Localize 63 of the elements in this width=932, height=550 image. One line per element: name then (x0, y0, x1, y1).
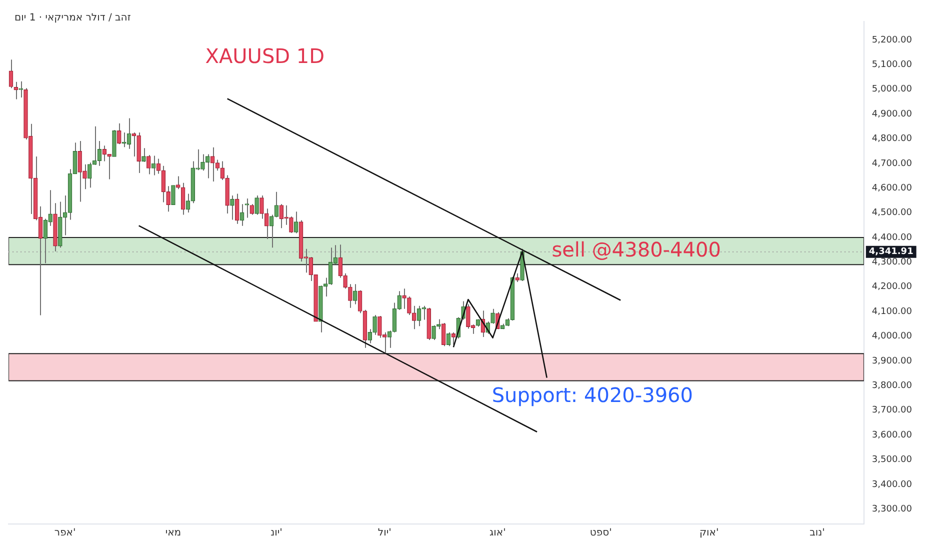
candlestick (176, 176, 180, 190)
candlestick (151, 155, 156, 176)
x-tick-label: יול' (378, 528, 392, 539)
y-tick-label: 5,200.00 (872, 35, 912, 46)
y-tick-label: 4,200.00 (872, 282, 912, 292)
candlestick (230, 195, 234, 220)
x-tick-label: אפר' (54, 528, 76, 539)
x-tick-label: ספט' (590, 528, 612, 539)
y-tick-label: 3,800.00 (872, 381, 912, 392)
y-tick-label: 4,300.00 (872, 258, 912, 268)
candlestick (142, 148, 146, 162)
candlestick (8, 59, 14, 89)
ref-line-label: 4,341.91 (868, 247, 914, 258)
x-tick-label: אוק' (699, 528, 719, 539)
candlestick (294, 211, 298, 234)
candlestick (186, 193, 190, 214)
y-tick-label: 3,700.00 (872, 406, 912, 416)
band-label: sell @4380-4400 (552, 237, 721, 262)
x-tick-label: יונ' (270, 528, 282, 539)
y-tick-label: 4,900.00 (872, 109, 912, 120)
y-tick-label: 4,100.00 (872, 306, 912, 317)
y-tick-label: 3,400.00 (872, 480, 912, 490)
y-tick-label: 3,500.00 (872, 455, 912, 466)
candlestick (156, 158, 161, 174)
y-tick-label: 5,100.00 (872, 60, 912, 70)
candlestick (254, 195, 259, 216)
candlestick (180, 182, 186, 216)
candlestick (446, 332, 451, 347)
x-tick-label: נוב' (810, 528, 825, 539)
candlestick (279, 204, 284, 229)
candlestick (117, 122, 122, 145)
candlestick (146, 154, 151, 175)
y-tick-label: 4,700.00 (872, 158, 912, 169)
candlestick (490, 308, 495, 324)
y-tick-label: 3,900.00 (872, 356, 912, 366)
y-tick-label: 4,500.00 (872, 208, 912, 218)
x-tick-label: אוג' (490, 528, 506, 539)
y-tick-label: 4,400.00 (872, 232, 912, 243)
candlestick (352, 284, 358, 305)
y-tick-label: 3,600.00 (872, 430, 912, 440)
candlestick (102, 145, 107, 162)
y-tick-label: 3,300.00 (872, 504, 912, 515)
candlestick (441, 322, 446, 347)
candlestick (407, 296, 412, 316)
y-tick-label: 5,000.00 (872, 84, 912, 95)
band-label: Support: 4020-3960 (492, 382, 694, 407)
chart-title: זהב / דולר אמריקאי · 1 יום (14, 12, 132, 24)
y-tick-label: 4,800.00 (872, 134, 912, 144)
annotation: XAUUSD 1D (205, 44, 325, 68)
y-tick-label: 4,600.00 (872, 183, 912, 194)
x-tick-label: מאי (165, 528, 182, 539)
candlestick (358, 290, 362, 314)
candlestick (240, 204, 244, 226)
candlestick (161, 165, 166, 203)
y-tick-label: 4,000.00 (872, 332, 912, 342)
candlestick (43, 218, 48, 264)
candlestick (171, 184, 176, 206)
candlestick (451, 332, 456, 346)
candlestick (412, 305, 416, 330)
candlestick (250, 204, 254, 216)
candlestick (14, 81, 18, 100)
candlestick (18, 80, 23, 98)
candlestick (235, 193, 240, 224)
